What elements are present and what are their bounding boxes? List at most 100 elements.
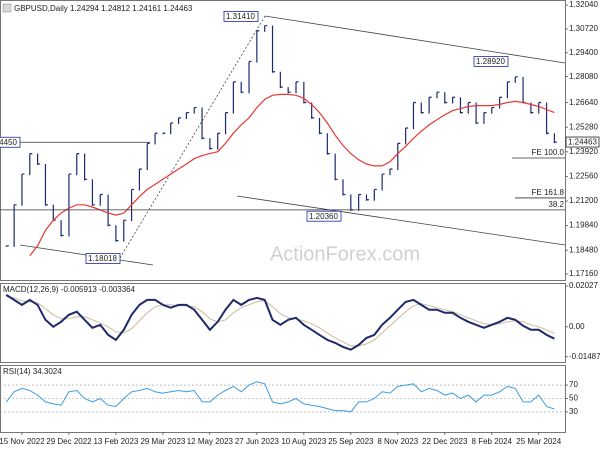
price-bar: [303, 81, 307, 104]
annotation-box: [306, 210, 342, 222]
price-bar: [358, 193, 362, 211]
price-bar: [271, 25, 276, 73]
price-bar: [436, 91, 440, 99]
macd-label: MACD(12,26,9) -0.005913 -0.003364: [3, 285, 136, 294]
price-bar: [209, 138, 213, 150]
y-tick-label: 1.26640: [569, 98, 598, 107]
price-bar: [170, 122, 174, 135]
y-tick-label: 1.21200: [569, 196, 598, 205]
macd-frame: [0, 283, 566, 363]
price-bar: [279, 71, 283, 89]
price-bar: [264, 25, 268, 32]
x-tick-label: 12 May 2023: [187, 437, 234, 446]
price-bar: [295, 81, 299, 94]
price-bar: [13, 204, 17, 247]
price-bar: [146, 142, 150, 171]
annotation-label: 1.24450: [0, 138, 17, 147]
price-bar: [334, 153, 338, 181]
annotation-label: 1.18018: [88, 254, 117, 263]
moving-average: [29, 93, 555, 257]
y-tick-label: 0.00: [569, 322, 585, 331]
annotation-box: [85, 253, 121, 264]
y-tick-label: 1.29400: [569, 48, 598, 57]
price-bar: [177, 117, 182, 124]
price-bar: [256, 30, 260, 63]
price-bar: [115, 225, 119, 242]
price-bar: [373, 188, 377, 201]
last-price-label: 1.24463: [568, 138, 597, 147]
x-tick-label: 15 Nov 2022: [0, 437, 45, 446]
y-tick-label: 30: [569, 407, 578, 416]
x-tick-label: 29 Mar 2023: [140, 437, 185, 446]
annotation-label: 1.31410: [226, 12, 255, 21]
price-bar: [217, 132, 221, 150]
price-bar: [444, 92, 448, 104]
price-bar: [68, 173, 72, 237]
price-bar: [21, 173, 25, 206]
price-bar: [397, 142, 401, 171]
price-bar: [248, 60, 252, 94]
price-bar: [459, 97, 463, 114]
price-bar: [287, 87, 291, 94]
y-tick-label: 1.23920: [569, 147, 598, 156]
level-label: FE 100.0: [532, 148, 565, 157]
price-bar: [381, 173, 385, 191]
price-bar: [154, 132, 158, 145]
price-bar: [60, 220, 64, 237]
x-tick-label: 27 Jun 2023: [235, 437, 280, 446]
price-bar: [138, 168, 142, 191]
price-bar: [44, 163, 48, 206]
price-bar: [545, 102, 550, 135]
y-tick-label: 1.32040: [569, 0, 598, 9]
x-tick-label: 25 Sep 2023: [328, 437, 374, 446]
price-bar: [514, 76, 518, 83]
price-bar: [483, 112, 487, 124]
x-tick-label: 29 Dec 2022: [46, 437, 92, 446]
price-bar: [193, 106, 197, 114]
price-bar: [123, 219, 127, 242]
price-bar: [76, 153, 80, 176]
symbol-icon: [2, 3, 12, 13]
price-bar: [326, 133, 330, 155]
x-tick-label: 8 Nov 2023: [377, 437, 418, 446]
price-bar: [538, 101, 542, 114]
rsi-frame: [0, 365, 566, 433]
rsi-line: [5, 381, 555, 413]
price-bar: [506, 81, 510, 99]
price-bar: [5, 245, 9, 247]
price-bar: [412, 101, 416, 129]
price-bar: [405, 127, 409, 145]
price-bar: [467, 101, 471, 114]
header: GBPUSD,Daily 1.24294 1.24812 1.24161 1.2…: [14, 4, 193, 13]
y-tick-label: 1.17160: [569, 269, 598, 278]
price-bar: [162, 132, 166, 135]
x-tick-label: 10 Aug 2023: [281, 437, 326, 446]
rally-line: [119, 15, 266, 259]
last-price-box: [565, 136, 600, 148]
price-bar: [491, 106, 495, 114]
price-bar: [365, 194, 369, 201]
x-tick-label: 22 Dec 2023: [422, 437, 468, 446]
price-bar: [29, 153, 33, 176]
y-tick-label: 1.18480: [569, 245, 598, 254]
annotation-box: [473, 56, 509, 67]
macd-line: [5, 294, 555, 351]
y-tick-label: 1.22560: [569, 172, 598, 181]
price-bar: [498, 96, 503, 109]
price-bar: [224, 112, 229, 135]
price-bar: [99, 193, 103, 206]
level-label: FE 161.8: [532, 188, 565, 197]
y-tick-label: 0.02027: [569, 281, 598, 290]
price-bar: [185, 112, 189, 119]
watermark: ActionForex.com: [270, 243, 420, 265]
x-tick-label: 8 Feb 2024: [472, 437, 513, 446]
price-bar: [107, 194, 111, 227]
annotation-box: [223, 11, 259, 22]
annotation-label: 1.28920: [476, 57, 505, 66]
price-bar: [37, 153, 41, 165]
level-label: 38.2: [548, 200, 564, 209]
price-bar: [84, 153, 88, 181]
